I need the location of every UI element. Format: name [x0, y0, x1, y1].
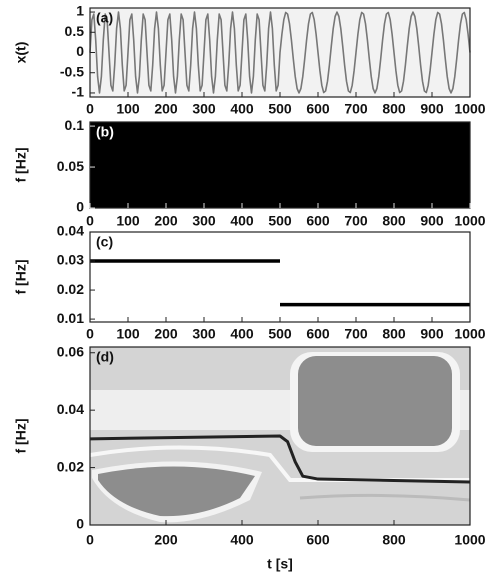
x-tick-label: 600	[306, 101, 330, 117]
x-axis-label: t [s]	[267, 556, 293, 572]
y-tick-label: 0.05	[57, 158, 84, 174]
y-tick-label: 0.03	[57, 252, 84, 268]
x-tick-label: 200	[154, 532, 178, 548]
x-tick-label: 200	[154, 213, 178, 229]
x-tick-label: 700	[344, 326, 368, 342]
y-tick-label: 0.04	[57, 223, 84, 239]
x-tick-label: 600	[306, 326, 330, 342]
x-tick-label: 800	[382, 532, 406, 548]
y-tick-label: 0	[76, 43, 84, 59]
y-tick-label: 0.5	[65, 23, 85, 39]
x-tick-label: 400	[230, 213, 254, 229]
y-tick-label: -1	[72, 84, 85, 100]
y-tick-label: 1	[76, 3, 84, 19]
x-tick-label: 800	[382, 213, 406, 229]
x-tick-label: 0	[86, 532, 94, 548]
x-tick-label: 700	[344, 101, 368, 117]
panel-label: (d)	[96, 349, 114, 365]
plot-background	[90, 122, 470, 208]
x-tick-label: 600	[306, 532, 330, 548]
x-tick-label: 300	[192, 213, 216, 229]
contour-background	[89, 347, 471, 525]
panel-label: (b)	[96, 124, 114, 140]
panel-label: (a)	[96, 10, 113, 26]
y-tick-label: -0.5	[60, 63, 84, 79]
y-tick-label: 0	[76, 516, 84, 532]
data-line	[89, 434, 471, 484]
y-axis-label: f [Hz]	[13, 148, 29, 183]
x-tick-label: 0	[86, 213, 94, 229]
plot-frame	[89, 346, 471, 526]
x-tick-label: 300	[192, 101, 216, 117]
data-line	[90, 259, 470, 307]
x-tick-label: 100	[116, 101, 140, 117]
x-tick-label: 400	[230, 101, 254, 117]
x-tick-label: 900	[420, 213, 444, 229]
plot-background	[90, 232, 470, 322]
y-tick-label: 0.1	[65, 117, 85, 133]
x-tick-label: 100	[116, 213, 140, 229]
y-axis-label: f [Hz]	[13, 260, 29, 295]
x-tick-label: 400	[230, 532, 254, 548]
contour-band	[89, 445, 470, 482]
x-tick-label: 300	[192, 326, 216, 342]
x-tick-label: 600	[306, 213, 330, 229]
x-tick-label: 200	[154, 101, 178, 117]
contour-region	[298, 356, 452, 446]
x-tick-label: 900	[420, 326, 444, 342]
x-tick-label: 200	[154, 326, 178, 342]
y-tick-label: 0.01	[57, 310, 84, 326]
x-tick-label: 1000	[454, 532, 485, 548]
x-tick-label: 1000	[454, 101, 485, 117]
contour-band	[299, 493, 471, 502]
x-tick-label: 500	[268, 101, 292, 117]
x-tick-label: 400	[230, 326, 254, 342]
x-tick-label: 100	[116, 326, 140, 342]
y-tick-label: 0.02	[57, 281, 84, 297]
x-tick-label: 0	[86, 101, 94, 117]
x-tick-label: 800	[382, 101, 406, 117]
y-axis-label: f [Hz]	[13, 419, 29, 454]
x-tick-label: 700	[344, 213, 368, 229]
contour-region	[98, 466, 255, 517]
x-tick-label: 0	[86, 326, 94, 342]
y-tick-label: 0.02	[57, 458, 84, 474]
x-tick-label: 1000	[454, 213, 485, 229]
x-tick-label: 800	[382, 326, 406, 342]
panel-label: (c)	[96, 234, 113, 250]
y-tick-label: 0.06	[57, 343, 84, 359]
x-tick-label: 500	[268, 213, 292, 229]
x-tick-label: 500	[268, 326, 292, 342]
y-tick-label: 0.04	[57, 401, 84, 417]
x-tick-label: 1000	[454, 326, 485, 342]
x-tick-label: 900	[420, 101, 444, 117]
y-axis-label: x(t)	[13, 42, 29, 64]
y-tick-label: 0	[76, 199, 84, 215]
data-line	[89, 11, 471, 94]
